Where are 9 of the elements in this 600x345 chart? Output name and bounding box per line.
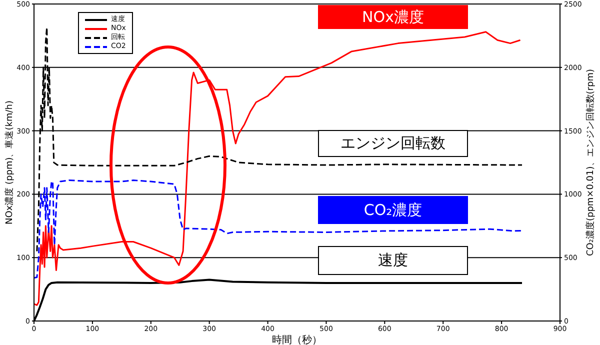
x-axis-title: 時間（秒） [272,334,322,345]
y2-axis-title: CO₂濃度(ppm×0.01)、エンジン回転数(rpm) [585,69,596,256]
line-series [34,31,522,306]
label-box: エンジン回転数 [318,130,468,157]
label-box: NOx濃度 [318,5,468,29]
line-series [34,180,523,279]
label-box: CO₂濃度 [318,196,468,224]
y-axis-title: NOx濃度 (ppm)、車速(km/h) [4,100,16,224]
label-box: 速度 [318,246,468,275]
